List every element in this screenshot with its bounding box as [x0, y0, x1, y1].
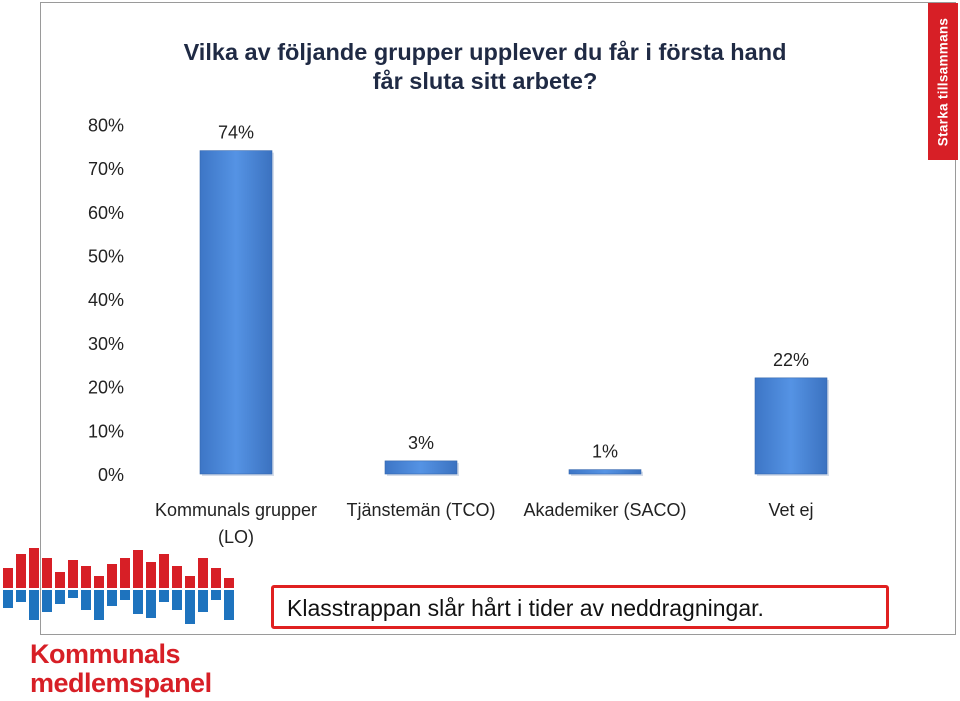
logo-bar-down — [185, 590, 195, 624]
bar — [568, 469, 642, 475]
logo-bar-down — [68, 590, 78, 598]
logo-bar-up — [224, 578, 234, 588]
logo-bar-up — [3, 568, 13, 588]
logo-line-2: medlemspanel — [30, 668, 212, 698]
logo-bar-up — [68, 560, 78, 588]
logo-bar-down — [224, 590, 234, 620]
logo-bar-down — [133, 590, 143, 614]
logo-bar-down — [42, 590, 52, 612]
y-tick-label: 0% — [98, 465, 124, 485]
logo-bar-up — [120, 558, 130, 588]
y-tick-label: 10% — [88, 421, 124, 441]
callout-box: Klasstrappan slår hårt i tider av neddra… — [271, 585, 889, 629]
brand-tab: Starka tillsammans — [928, 3, 958, 160]
logo-bar-up — [29, 548, 39, 588]
bar — [199, 150, 273, 475]
logo-bar-up — [94, 576, 104, 588]
logo-bar-down — [94, 590, 104, 620]
logo-bar-up — [107, 564, 117, 588]
brand-tab-text: Starka tillsammans — [935, 17, 951, 146]
logo-bar-up — [81, 566, 91, 588]
x-tick-label: Akademiker (SACO) — [523, 500, 686, 520]
y-tick-label: 50% — [88, 247, 124, 267]
logo-bar-up — [16, 554, 26, 588]
logo-bar-down — [29, 590, 39, 620]
logo-bar-up — [159, 554, 169, 588]
logo-bar-down — [107, 590, 117, 606]
x-axis: Kommunals grupper (LO) Tjänstemän (TCO) Aka… — [155, 500, 814, 547]
data-label: 1% — [592, 442, 618, 462]
x-tick-label-line-2: (LO) — [218, 527, 254, 547]
logo-bar-down — [211, 590, 221, 600]
logo-bar-down — [159, 590, 169, 602]
y-tick-label: 40% — [88, 290, 124, 310]
callout-text: Klasstrappan slår hårt i tider av neddra… — [287, 595, 764, 621]
logo-bar-up — [172, 566, 182, 588]
data-label: 74% — [218, 123, 254, 143]
logo: Kommunals medlemspanel — [30, 640, 212, 698]
logo-bar-up — [211, 568, 221, 588]
data-label: 22% — [773, 350, 809, 370]
chart-title: Vilka av följande grupper upplever du få… — [140, 38, 830, 96]
x-tick-label: Vet ej — [768, 500, 813, 520]
bar — [754, 377, 828, 475]
logo-bar-up — [133, 550, 143, 588]
logo-bar-up — [185, 576, 195, 588]
bars-group: 74% 3% 1% 22% — [199, 123, 829, 476]
title-line-1: Vilka av följande grupper upplever du få… — [183, 39, 787, 65]
logo-bar-down — [198, 590, 208, 612]
x-tick-label: Kommunals grupper — [155, 500, 317, 520]
bar — [384, 460, 458, 475]
logo-bar-down — [146, 590, 156, 618]
y-tick-label: 30% — [88, 334, 124, 354]
logo-bar-up — [146, 562, 156, 588]
logo-bar-down — [55, 590, 65, 604]
logo-bar-down — [120, 590, 130, 600]
logo-bar-up — [55, 572, 65, 588]
y-axis: 0% 10% 20% 30% 40% 50% 60% 70% 80% — [88, 115, 124, 485]
title-line-2: får sluta sitt arbete? — [372, 68, 598, 94]
y-tick-label: 80% — [88, 115, 124, 135]
logo-bar-down — [81, 590, 91, 610]
logo-bar-down — [16, 590, 26, 602]
slide-frame — [40, 2, 956, 635]
data-label: 3% — [408, 433, 434, 453]
logo-bars-graphic — [3, 548, 234, 624]
y-tick-label: 70% — [88, 159, 124, 179]
logo-bar-up — [42, 558, 52, 588]
logo-bar-down — [3, 590, 13, 608]
y-tick-label: 20% — [88, 378, 124, 398]
logo-bar-up — [198, 558, 208, 588]
logo-line-1: Kommunals — [30, 639, 181, 669]
logo-bar-down — [172, 590, 182, 610]
x-tick-label: Tjänstemän (TCO) — [346, 500, 495, 520]
y-tick-label: 60% — [88, 203, 124, 223]
